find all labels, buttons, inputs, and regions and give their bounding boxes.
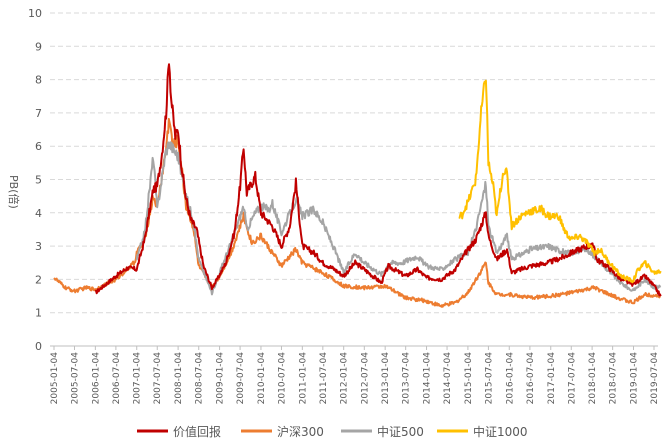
x-tick-label: 2008-07-04 [195,352,205,405]
y-tick-label: 10 [28,7,42,20]
y-tick-label: 8 [35,74,42,87]
x-tick-label: 2005-07-04 [71,352,81,405]
x-tick-label: 2013-01-04 [381,352,391,405]
x-tick-label: 2008-01-04 [174,352,184,405]
x-tick-label: 2011-07-04 [319,352,329,405]
x-tick-label: 2013-07-04 [402,352,412,405]
y-tick-label: 1 [35,307,42,320]
legend-label: 沪深300 [277,425,324,439]
legend-label: 中证500 [377,424,424,439]
x-tick-label: 2014-07-04 [443,352,453,405]
legend-label: 价值回报 [173,424,221,439]
y-tick-label: 5 [35,174,42,187]
y-axis: 0 1 2 3 4 5 6 7 8 9 10 [28,7,42,353]
legend-label: 中证1000 [473,424,528,439]
x-tick-label: 2009-07-04 [236,352,246,405]
x-tick-label: 2019-07-04 [650,352,660,405]
x-tick-label: 2019-01-04 [629,352,639,405]
y-axis-title: PB(倍) [7,175,21,209]
y-tick-label: 2 [35,273,42,286]
x-tick-label: 2015-01-04 [464,352,474,405]
y-tick-label: 9 [35,40,42,53]
x-tick-label: 2006-07-04 [112,352,122,405]
x-tick-label: 2014-01-04 [423,352,433,405]
y-tick-label: 3 [35,240,42,253]
x-tick-label: 2010-01-04 [257,352,267,405]
x-tick-label: 2005-01-04 [50,352,60,405]
x-tick-label: 2018-07-04 [609,352,619,405]
series-line [94,63,662,297]
gridlines [50,12,658,314]
legend: 价值回报 沪深300 中证500 中证1000 [137,424,528,439]
x-tick-label: 2010-07-04 [277,352,287,405]
series-line [458,79,662,284]
x-axis: 2005-01-04 2005-07-04 2006-01-04 2006-07-04… [50,345,660,405]
y-tick-label: 7 [35,107,42,120]
y-tick-label: 4 [35,207,42,220]
x-tick-label: 2016-07-04 [526,352,536,405]
y-tick-label: 0 [35,340,42,353]
x-tick-label: 2012-01-04 [340,352,350,405]
x-tick-label: 2015-07-04 [484,352,494,405]
x-tick-label: 2009-01-04 [216,352,226,405]
x-tick-label: 2006-01-04 [91,352,101,405]
x-tick-label: 2007-07-04 [153,352,163,405]
x-tick-label: 2011-01-04 [298,352,308,405]
x-tick-label: 2018-01-04 [588,352,598,405]
x-tick-label: 2017-07-04 [567,352,577,405]
series-line [53,117,661,308]
x-tick-label: 2007-01-04 [133,352,143,405]
x-tick-label: 2016-01-04 [505,352,515,405]
y-tick-label: 6 [35,140,42,153]
x-tick-label: 2012-07-04 [360,352,370,405]
series-lines [53,63,662,308]
x-tick-label: 2017-01-04 [547,352,557,405]
